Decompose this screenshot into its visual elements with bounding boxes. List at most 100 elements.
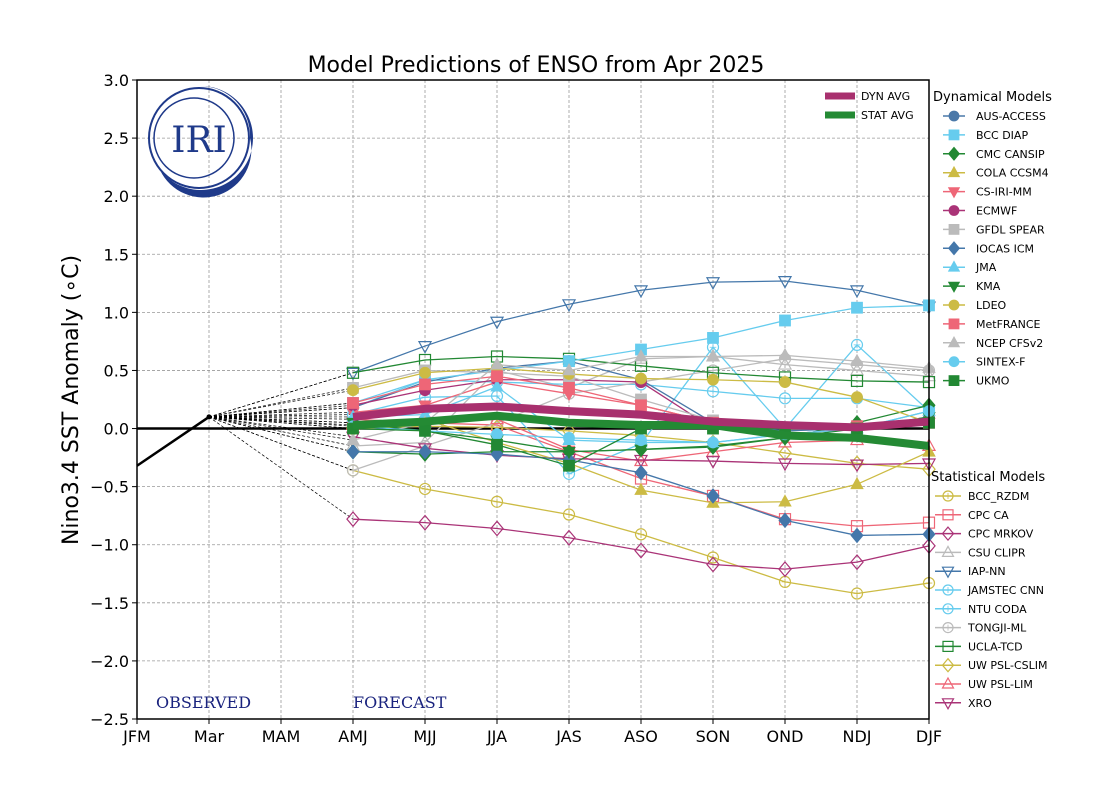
legend-marker-cross — [945, 624, 951, 631]
data-point-ntu-coda-cross — [781, 395, 789, 402]
data-point-bcc-rzdm — [490, 495, 504, 508]
connector-uw-psl-cslim — [208, 416, 354, 429]
legend-marker — [947, 281, 961, 293]
logo-text: IRI — [171, 120, 227, 161]
data-point-cpc-mrkov — [634, 542, 648, 559]
y-tick-label: 2.0 — [104, 187, 129, 206]
y-tick-label: 0.0 — [104, 420, 129, 439]
data-point-ukmo — [419, 424, 431, 437]
legend-label: TONGJI-ML — [967, 622, 1027, 635]
legend-marker — [948, 223, 960, 235]
average-legend: DYN AVG STAT AVG — [825, 90, 914, 122]
legend-item-cpc-ca: CPC CA — [935, 509, 1009, 522]
data-point-metfrance — [635, 399, 647, 412]
legend-label: UW PSL-LIM — [968, 678, 1033, 691]
data-point-ldeo — [347, 384, 359, 397]
data-point-bcc-rzdm — [706, 551, 720, 564]
legend-label: GFDL SPEAR — [976, 223, 1045, 236]
legend-marker — [942, 603, 954, 615]
data-point-tongji-ml — [346, 464, 360, 477]
legend-label: JAMSTEC CNN — [967, 584, 1044, 597]
legend-label: CSU CLIPR — [968, 546, 1026, 559]
data-point-cola-ccsm4 — [850, 476, 864, 490]
data-point-iap-nn — [705, 277, 721, 291]
legend-item-uw-psl-lim: UW PSL-LIM — [935, 676, 1033, 691]
legend-item-gfdl-spear: GFDL SPEAR — [943, 223, 1045, 236]
data-point-bcc-rzdm-cross — [493, 498, 501, 506]
connector-ntu-coda — [208, 407, 354, 418]
legend-marker-cross — [945, 493, 951, 499]
legend-label: IAP-NN — [968, 565, 1006, 578]
legend-item-metfrance: MetFRANCE — [943, 318, 1041, 331]
legend-item-ecmwf: ECMWF — [943, 205, 1017, 218]
connector-cpc-mrkov — [208, 416, 354, 520]
data-point-ncep-cfsv2 — [562, 363, 576, 376]
legend-item-xro: XRO — [935, 697, 992, 711]
data-point-xro — [849, 459, 865, 473]
legend-marker — [947, 146, 961, 161]
legend-marker-cross — [945, 605, 951, 612]
connector-metfrance — [208, 402, 354, 418]
legend-label: BCC_RZDM — [968, 490, 1029, 503]
data-point-metfrance — [491, 370, 503, 383]
data-point-iap-nn — [633, 285, 649, 299]
data-point-sintex-f — [563, 431, 575, 444]
legend-marker — [942, 490, 954, 502]
legend-item-ldeo: LDEO — [943, 299, 1007, 312]
data-point-bcc-rzdm — [634, 528, 648, 541]
data-point-iocas-icm — [634, 464, 648, 481]
legend-label: COLA CCSM4 — [976, 167, 1049, 180]
legend-marker — [947, 241, 961, 256]
legend-label: CMC CANSIP — [976, 148, 1045, 161]
forecast-connectors — [208, 372, 354, 520]
legend-marker — [948, 356, 960, 368]
y-tick-label: −1.5 — [90, 594, 129, 613]
legend-marker-cross — [945, 587, 951, 593]
data-point-jamstec-cnn-cross — [853, 341, 861, 349]
legend-label: AUS-ACCESS — [976, 110, 1046, 123]
data-point-jamstec-cnn — [850, 338, 864, 351]
legend-label: CPC MRKOV — [968, 528, 1034, 541]
data-point-bcc-diap — [779, 314, 791, 327]
data-point-iocas-icm — [778, 512, 792, 529]
data-point-iap-nn — [345, 367, 361, 381]
legend-label: ECMWF — [976, 205, 1017, 218]
data-point-iap-nn — [489, 316, 505, 330]
connector-jamstec-cnn — [208, 414, 354, 418]
observed-line — [136, 415, 210, 467]
data-point-ukmo — [491, 438, 503, 451]
data-point-cpc-mrkov — [778, 561, 792, 578]
data-point-kma — [562, 446, 576, 460]
legend-item-cs-iri-mm: CS-IRI-MM — [943, 186, 1032, 199]
legend-item-sintex-f: SINTEX-F — [943, 356, 1025, 369]
data-point-jamstec-cnn-cross — [565, 470, 573, 478]
legend-item-ukmo: UKMO — [943, 375, 1010, 388]
legend-label-stat-avg: STAT AVG — [861, 109, 914, 122]
connector-tongji-ml — [208, 416, 354, 471]
data-point-ldeo — [635, 372, 647, 385]
x-axis-ticks: JFM Mar MAM AMJ MJJ JJA JAS ASO SON OND NDJ DJF — [122, 719, 942, 746]
data-point-bcc-rzdm-cross — [637, 530, 645, 538]
legend-item-iap-nn: IAP-NN — [935, 565, 1006, 579]
legend-marker — [941, 657, 955, 673]
y-tick-label: −1.0 — [90, 536, 129, 555]
average-series — [352, 402, 930, 450]
connector-csu-clipr — [208, 416, 354, 447]
connector-cpc-ca — [208, 416, 354, 420]
x-tick-label: JAS — [555, 727, 582, 746]
legend-item-ncep-cfsv2: NCEP CFSv2 — [943, 335, 1043, 350]
data-point-iap-nn — [849, 285, 865, 299]
data-point-iocas-icm — [418, 444, 432, 460]
legend-marker — [942, 509, 954, 521]
data-point-ldeo — [419, 366, 431, 379]
data-point-sintex-f — [707, 436, 719, 449]
series-line-xro — [352, 436, 930, 466]
data-point-cola-ccsm4 — [778, 494, 792, 507]
y-tick-label: 1.0 — [104, 303, 129, 322]
data-point-bcc-diap — [851, 301, 863, 314]
legend-item-kma: KMA — [943, 280, 1001, 293]
legend-title-dynamical: Dynamical Models — [933, 90, 1052, 105]
x-tick-label: DJF — [916, 727, 942, 746]
legend-label: XRO — [968, 697, 992, 710]
